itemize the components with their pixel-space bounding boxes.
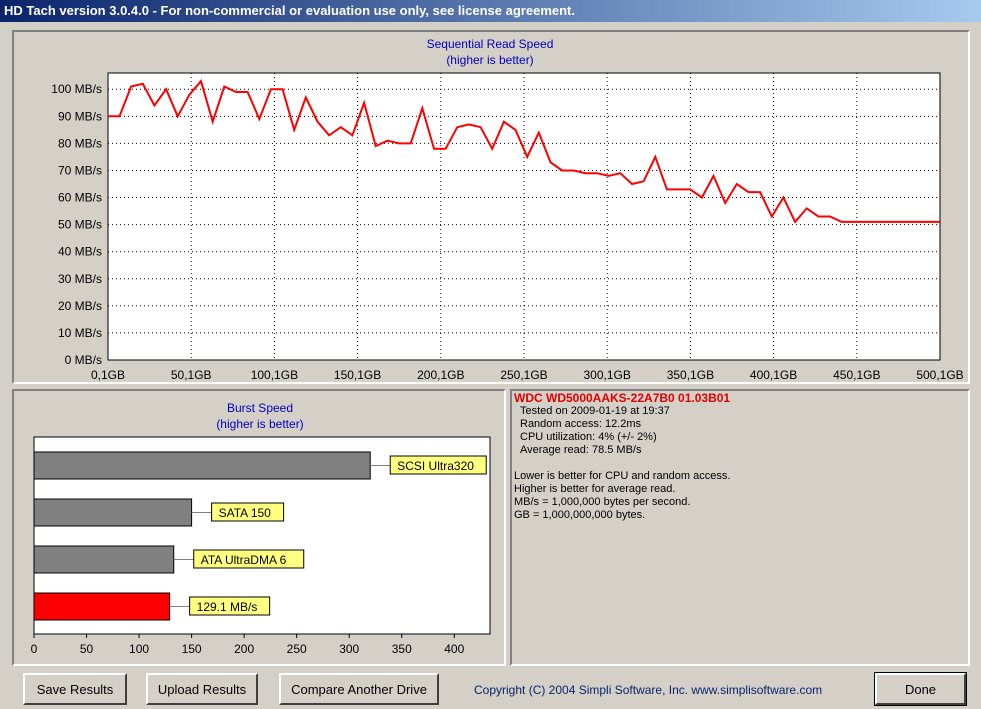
seq-plot-area	[107, 72, 941, 361]
seq-y-tick-label: 50 MB/s	[58, 218, 102, 232]
done-button[interactable]: Done	[874, 672, 967, 706]
burst-bar-label: 129.1 MB/s	[197, 600, 258, 614]
burst-label-box	[389, 455, 487, 475]
seq-y-tick-label: 70 MB/s	[58, 163, 102, 177]
seq-x-tick-label: 150,1GB	[334, 368, 381, 382]
burst-label-box	[211, 502, 285, 522]
window-title-bar[interactable]: HD Tach version 3.0.4.0 - For non-commer…	[0, 0, 981, 22]
seq-y-tick-label: 0 MB/s	[65, 353, 102, 367]
drive-model: WDC WD5000AAKS-22A7B0 01.03B01	[514, 391, 731, 405]
seq-y-tick-label: 100 MB/s	[51, 82, 102, 96]
note-gb-definition: GB = 1,000,000,000 bytes.	[514, 509, 646, 521]
random-access: Random access: 12.2ms	[520, 418, 642, 430]
burst-x-tick-label: 250	[287, 642, 307, 656]
seq-chart-title: Sequential Read Speed	[426, 37, 554, 51]
seq-y-tick-label: 60 MB/s	[58, 191, 102, 205]
sequential-read-series-line	[108, 79, 940, 224]
average-read: Average read: 78.5 MB/s	[520, 444, 642, 456]
seq-x-tick-label: 350,1GB	[667, 368, 714, 382]
burst-x-tick-label: 400	[444, 642, 464, 656]
burst-label-box	[193, 549, 305, 569]
seq-x-tick-label: 500,1GB	[916, 368, 963, 382]
spacer	[514, 457, 730, 470]
tested-on: Tested on 2009-01-19 at 19:37	[520, 405, 670, 417]
seq-y-tick-label: 40 MB/s	[58, 245, 102, 259]
burst-bar-label: SATA 150	[219, 506, 272, 520]
seq-x-tick-label: 300,1GB	[584, 368, 631, 382]
burst-chart-title: Burst Speed	[226, 401, 294, 415]
burst-x-tick-label: 50	[80, 642, 94, 656]
note-lower-better: Lower is better for CPU and random acces…	[514, 470, 731, 482]
burst-label-box	[189, 596, 271, 616]
burst-x-tick-label: 350	[392, 642, 412, 656]
compare-drive-button[interactable]: Compare Another Drive	[279, 673, 439, 705]
burst-bar	[33, 592, 171, 621]
burst-bar	[33, 545, 175, 574]
window-title: HD Tach version 3.0.4.0 - For non-commer…	[4, 3, 575, 18]
burst-x-tick-label: 200	[234, 642, 254, 656]
burst-bar-label: SCSI Ultra320	[397, 459, 474, 473]
burst-x-tick-label: 0	[31, 642, 38, 656]
burst-x-tick-label: 150	[182, 642, 202, 656]
seq-x-tick-label: 0,1GB	[91, 368, 125, 382]
drive-info: WDC WD5000AAKS-22A7B0 01.03B01 Tested on…	[514, 392, 730, 522]
seq-x-tick-label: 400,1GB	[750, 368, 797, 382]
note-higher-better: Higher is better for average read.	[514, 483, 676, 495]
seq-x-tick-label: 100,1GB	[251, 368, 298, 382]
burst-bar-label: ATA UltraDMA 6	[201, 553, 287, 567]
upload-results-button[interactable]: Upload Results	[146, 673, 258, 705]
burst-bar	[33, 451, 371, 480]
seq-chart-subtitle: (higher is better)	[446, 53, 534, 67]
seq-x-tick-label: 50,1GB	[171, 368, 212, 382]
note-mbs-definition: MB/s = 1,000,000 bytes per second.	[514, 496, 691, 508]
burst-bar	[33, 498, 193, 527]
burst-chart-subtitle: (higher is better)	[216, 417, 304, 431]
seq-x-tick-label: 450,1GB	[833, 368, 880, 382]
save-results-button[interactable]: Save Results	[23, 673, 127, 705]
seq-y-tick-label: 20 MB/s	[58, 299, 102, 313]
seq-y-tick-label: 90 MB/s	[58, 109, 102, 123]
seq-x-tick-label: 250,1GB	[500, 368, 547, 382]
seq-y-tick-label: 30 MB/s	[58, 272, 102, 286]
copyright-text: Copyright (C) 2004 Simpli Software, Inc.…	[474, 683, 823, 697]
cpu-utilization: CPU utilization: 4% (+/- 2%)	[520, 431, 657, 443]
seq-y-tick-label: 80 MB/s	[58, 136, 102, 150]
seq-x-tick-label: 200,1GB	[417, 368, 464, 382]
burst-x-tick-label: 100	[129, 642, 149, 656]
seq-y-tick-label: 10 MB/s	[58, 326, 102, 340]
burst-x-tick-label: 300	[339, 642, 359, 656]
info-panel	[510, 389, 970, 666]
